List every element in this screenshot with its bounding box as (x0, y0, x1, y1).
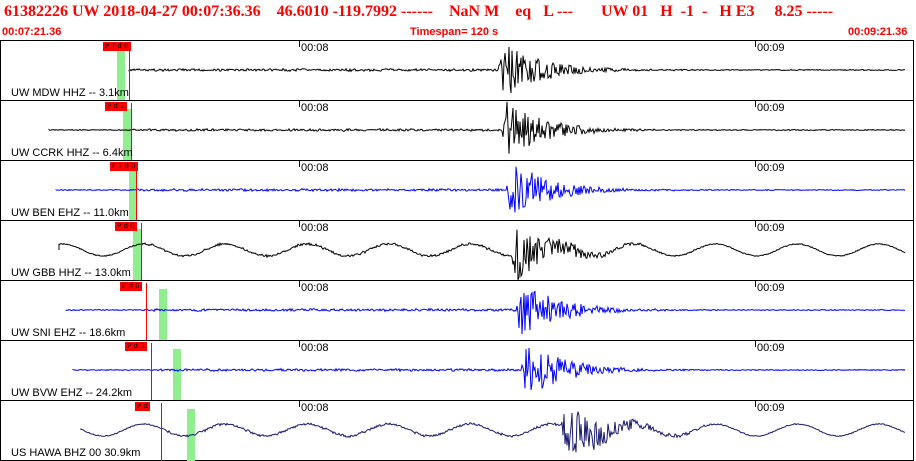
p-pick-line[interactable] (151, 343, 152, 401)
time-tick-mark (299, 341, 300, 347)
p-pick-line[interactable] (146, 283, 147, 341)
waveform-trace (65, 290, 906, 335)
p-pick-line[interactable] (129, 43, 130, 101)
time-tick-mark (299, 101, 300, 107)
time-tick-mark (755, 41, 756, 47)
waveform-trace (128, 46, 906, 94)
p-pick-flag[interactable]: P d 3 (125, 342, 147, 351)
start-time-label: 00:07:21.36 (2, 26, 62, 38)
station-label: UW MDW HHZ -- 3.1km (11, 87, 129, 99)
trace-panel[interactable]: 00:08 00:09 P d 2 UW CCRK HHZ -- 6.4km (0, 100, 914, 161)
waveform-path (58, 229, 906, 280)
time-tick-mark (299, 221, 300, 227)
p-pick-flag[interactable]: P d 0 (115, 222, 137, 231)
time-tick-mark (755, 101, 756, 107)
time-tick-mark (299, 41, 300, 47)
p-pick-line[interactable] (131, 103, 132, 161)
p-pick-flag[interactable]: P d (135, 402, 150, 411)
p-pick-line[interactable] (161, 403, 162, 461)
waveform-path (80, 411, 906, 453)
waveform-trace (72, 347, 906, 390)
time-tick-label: 00:08 (301, 162, 329, 174)
pick-window-marker (117, 49, 125, 101)
waveform-path (48, 101, 906, 154)
p-pick-flag[interactable]: P ? d 0 (110, 162, 138, 171)
p-pick-line[interactable] (141, 223, 142, 281)
time-tick-mark (299, 401, 300, 407)
waveform-trace (80, 411, 906, 453)
waveform-trace (48, 101, 906, 154)
time-tick-label: 00:09 (757, 162, 785, 174)
waveform-trace (58, 229, 906, 280)
waveform-trace (55, 166, 906, 213)
station-label: UW GBB HHZ -- 13.0km (11, 267, 131, 279)
trace-panel[interactable]: 00:08 00:09 P d 0 UW GBB HHZ -- 13.0km (0, 220, 914, 281)
time-tick-label: 00:09 (757, 282, 785, 294)
time-tick-label: 00:09 (757, 102, 785, 114)
time-tick-label: 00:09 (757, 342, 785, 354)
trace-panel[interactable]: 00:08 00:09 P d US HAWA BHZ 00 30.9km (0, 400, 914, 461)
time-tick-mark (755, 161, 756, 167)
time-tick-mark (755, 281, 756, 287)
waveform-path (65, 290, 906, 335)
pick-window-marker (123, 109, 131, 161)
time-tick-mark (755, 221, 756, 227)
station-label: UW BVW EHZ -- 24.2km (11, 387, 133, 399)
station-label: UW BEN EHZ -- 11.0km (11, 207, 129, 219)
waveform-path (55, 166, 906, 213)
time-tick-label: 00:08 (301, 342, 329, 354)
waveform-path (128, 46, 906, 94)
pick-window-marker (133, 229, 141, 281)
p-pick-flag[interactable]: P ? d 0 (103, 42, 131, 51)
event-header: 61382226 UW 2018-04-27 00:07:36.36 46.60… (0, 0, 916, 40)
event-summary-line: 61382226 UW 2018-04-27 00:07:36.36 46.60… (4, 3, 834, 20)
time-tick-label: 00:09 (757, 402, 785, 414)
trace-panel[interactable]: 00:08 00:09 P d 0 UW SNI EHZ -- 18.6km (0, 280, 914, 341)
time-tick-mark (299, 281, 300, 287)
p-pick-flag[interactable]: P d 0 (120, 282, 142, 291)
pick-window-marker (159, 289, 167, 341)
time-tick-mark (755, 341, 756, 347)
pick-window-marker (173, 349, 181, 401)
end-time-label: 00:09:21.36 (848, 26, 908, 38)
time-tick-label: 00:09 (757, 42, 785, 54)
station-label: UW CCRK HHZ -- 6.4km (11, 147, 133, 159)
p-pick-line[interactable] (136, 163, 137, 221)
trace-panel[interactable]: 00:08 00:09 P ? d 0 UW BEN EHZ -- 11.0km (0, 160, 914, 221)
p-pick-flag[interactable]: P d 2 (105, 102, 127, 111)
trace-panel[interactable]: 00:08 00:09 P d 3 UW BVW EHZ -- 24.2km (0, 340, 914, 401)
time-tick-label: 00:08 (301, 222, 329, 234)
pick-window-marker (129, 169, 137, 221)
time-tick-mark (755, 401, 756, 407)
time-tick-label: 00:09 (757, 222, 785, 234)
time-tick-label: 00:08 (301, 42, 329, 54)
time-tick-mark (299, 161, 300, 167)
waveform-path (72, 347, 906, 390)
station-label: UW SNI EHZ -- 18.6km (11, 327, 126, 339)
time-tick-label: 00:08 (301, 282, 329, 294)
seismogram-panels[interactable]: 00:08 00:09 P ? d 0 UW MDW HHZ -- 3.1km 00:0… (0, 40, 916, 461)
timespan-label: Timespan= 120 s (410, 26, 499, 38)
time-tick-label: 00:08 (301, 402, 329, 414)
trace-panel[interactable]: 00:08 00:09 P ? d 0 UW MDW HHZ -- 3.1km (0, 40, 914, 101)
station-label: US HAWA BHZ 00 30.9km (11, 447, 141, 459)
time-tick-label: 00:08 (301, 102, 329, 114)
